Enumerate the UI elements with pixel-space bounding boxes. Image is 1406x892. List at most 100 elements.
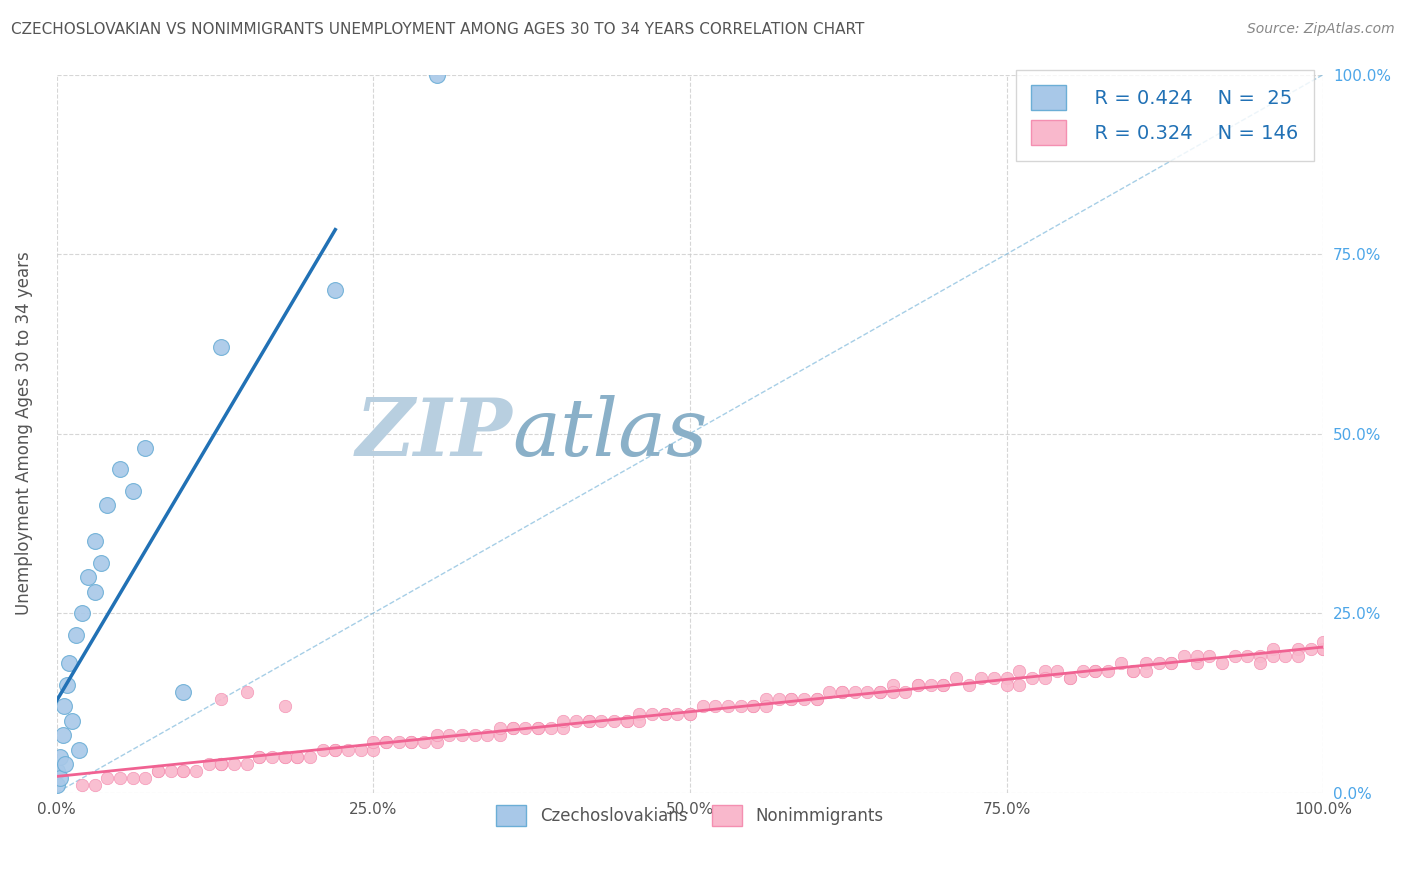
Text: ZIP: ZIP [356, 395, 513, 473]
Point [1286, 642, 1309, 657]
Point [717, 699, 740, 714]
Point [1198, 649, 1220, 664]
Point [1261, 649, 1284, 664]
Point [134, 772, 156, 786]
Point [172, 764, 194, 778]
Point [1160, 657, 1182, 671]
Point [1021, 671, 1043, 685]
Point [311, 742, 333, 756]
Point [222, 756, 245, 771]
Point [654, 706, 676, 721]
Point [49, 749, 72, 764]
Point [121, 772, 143, 786]
Point [1249, 649, 1271, 664]
Point [439, 728, 461, 742]
Point [1097, 664, 1119, 678]
Point [920, 678, 942, 692]
Point [894, 685, 917, 699]
Point [793, 692, 815, 706]
Point [1033, 671, 1056, 685]
Point [616, 714, 638, 728]
Point [1033, 664, 1056, 678]
Point [83, 584, 105, 599]
Point [780, 692, 803, 706]
Point [869, 685, 891, 699]
Point [704, 699, 727, 714]
Point [426, 728, 449, 742]
Point [209, 756, 232, 771]
Text: atlas: atlas [513, 395, 709, 473]
Point [323, 283, 346, 297]
Point [983, 671, 1005, 685]
Point [692, 699, 714, 714]
Y-axis label: Unemployment Among Ages 30 to 34 years: Unemployment Among Ages 30 to 34 years [15, 252, 32, 615]
Point [730, 699, 752, 714]
Point [298, 749, 321, 764]
Point [184, 764, 207, 778]
Point [285, 749, 308, 764]
Point [742, 699, 765, 714]
Point [1122, 664, 1144, 678]
Point [945, 671, 967, 685]
Point [1312, 635, 1334, 649]
Point [260, 749, 283, 764]
Point [654, 706, 676, 721]
Point [323, 742, 346, 756]
Point [336, 742, 359, 756]
Point [1008, 664, 1031, 678]
Point [134, 441, 156, 455]
Point [60, 714, 83, 728]
Point [45, 779, 67, 793]
Point [96, 772, 118, 786]
Point [70, 606, 93, 620]
Point [1008, 678, 1031, 692]
Point [108, 772, 131, 786]
Point [641, 706, 664, 721]
Point [121, 483, 143, 498]
Point [856, 685, 879, 699]
Point [1135, 664, 1157, 678]
Point [527, 721, 550, 735]
Point [235, 685, 257, 699]
Point [77, 570, 100, 584]
Point [502, 721, 524, 735]
Point [869, 685, 891, 699]
Point [806, 692, 828, 706]
Point [285, 749, 308, 764]
Point [932, 678, 955, 692]
Point [907, 678, 929, 692]
Point [907, 678, 929, 692]
Point [679, 706, 702, 721]
Point [53, 699, 76, 714]
Point [970, 671, 993, 685]
Text: Source: ZipAtlas.com: Source: ZipAtlas.com [1247, 22, 1395, 37]
Point [1261, 642, 1284, 657]
Point [628, 714, 651, 728]
Point [578, 714, 600, 728]
Point [932, 678, 955, 692]
Point [52, 728, 75, 742]
Point [388, 735, 411, 749]
Point [540, 721, 562, 735]
Point [502, 721, 524, 735]
Point [67, 742, 90, 756]
Point [426, 68, 449, 82]
Point [451, 728, 474, 742]
Point [464, 728, 486, 742]
Point [995, 678, 1018, 692]
Point [273, 749, 295, 764]
Point [1236, 649, 1258, 664]
Point [1286, 649, 1309, 664]
Point [477, 728, 499, 742]
Point [1223, 649, 1246, 664]
Point [565, 714, 588, 728]
Point [146, 764, 169, 778]
Point [1173, 649, 1195, 664]
Point [1185, 657, 1208, 671]
Point [768, 692, 790, 706]
Point [755, 699, 778, 714]
Point [1059, 671, 1081, 685]
Point [515, 721, 537, 735]
Point [49, 772, 72, 786]
Point [1135, 657, 1157, 671]
